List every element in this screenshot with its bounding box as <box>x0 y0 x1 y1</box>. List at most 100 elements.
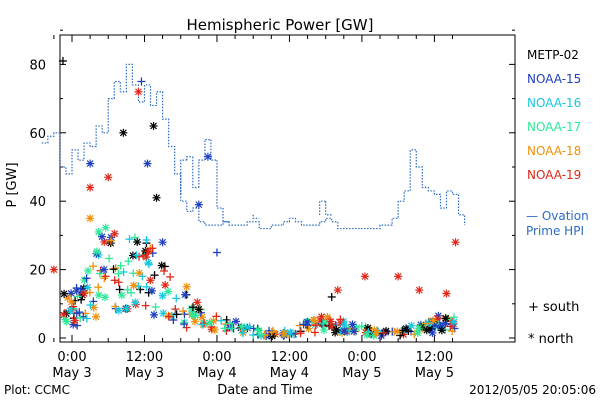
data-point-north <box>332 325 341 334</box>
data-point-south <box>172 294 181 303</box>
data-point-north <box>92 247 101 256</box>
data-point-north <box>286 328 295 337</box>
data-point-south <box>105 254 114 263</box>
x-tick-date-label: May 5 <box>342 366 381 381</box>
data-point-south <box>106 236 115 245</box>
data-point-north <box>86 183 95 192</box>
data-point-north <box>97 232 106 241</box>
data-point-south <box>238 328 247 337</box>
data-point-north <box>449 317 458 326</box>
data-point-north <box>451 238 460 247</box>
data-point-north <box>100 265 109 274</box>
data-point-south <box>160 262 169 271</box>
y-tick-label: 40 <box>29 195 46 210</box>
data-point-south <box>100 274 109 283</box>
data-point-north <box>193 298 202 307</box>
data-point-south <box>180 320 189 329</box>
data-point-north <box>91 312 100 321</box>
data-point-north <box>110 229 119 238</box>
data-point-north <box>135 268 144 277</box>
data-point-south <box>110 276 119 285</box>
ovation-legend-line1: — Ovation <box>526 209 589 223</box>
x-tick-time-label: 12:00 <box>126 350 163 365</box>
data-point-south <box>217 316 226 325</box>
legend-item-noaa-18: NOAA-18 <box>527 144 581 158</box>
y-axis-label: P [GW] <box>5 162 20 207</box>
data-point-north <box>437 326 446 335</box>
data-point-south <box>166 272 175 281</box>
data-point-north <box>414 324 423 333</box>
footer-plot-source: Plot: CCMC <box>4 383 70 397</box>
data-point-north <box>363 323 372 332</box>
x-tick-date-label: May 4 <box>197 366 236 381</box>
data-point-north <box>146 276 155 285</box>
data-point-north <box>143 159 152 168</box>
data-point-north <box>80 289 89 298</box>
data-point-south <box>279 329 288 338</box>
data-point-north <box>101 293 110 302</box>
data-point-south <box>82 274 91 283</box>
data-point-south <box>188 303 197 312</box>
x-axis-label: Date and Time <box>217 383 313 398</box>
data-point-north <box>441 314 450 323</box>
satellite-points <box>49 56 460 341</box>
data-point-south <box>296 329 305 338</box>
y-tick-label: 80 <box>29 58 46 73</box>
data-point-north <box>340 327 349 336</box>
data-point-north <box>309 315 318 324</box>
x-tick-date-label: May 3 <box>52 366 91 381</box>
data-point-south <box>95 269 104 278</box>
data-point-north <box>191 311 200 320</box>
y-tick-label: 0 <box>38 332 46 347</box>
data-point-south <box>94 283 103 292</box>
data-point-north <box>122 304 131 313</box>
footer-timestamp: 2012/05/05 20:05:06 <box>469 383 596 397</box>
data-point-north <box>422 326 431 335</box>
data-point-north <box>348 320 357 329</box>
data-point-north <box>129 281 138 290</box>
ovation-legend-line2: Prime HPI <box>526 224 584 238</box>
data-point-south <box>127 288 136 297</box>
data-point-north <box>304 324 313 333</box>
data-point-south <box>141 301 150 310</box>
legend-item-noaa-16: NOAA-16 <box>527 96 581 110</box>
data-point-north <box>84 266 93 275</box>
data-point-south <box>89 262 98 271</box>
data-point-south <box>310 328 319 337</box>
data-point-south <box>76 285 85 294</box>
legend-item-noaa-17: NOAA-17 <box>527 120 581 134</box>
data-point-north <box>149 121 158 130</box>
data-point-south <box>86 301 95 310</box>
data-point-south <box>69 302 78 311</box>
x-tick-time-label: 0:00 <box>202 350 231 365</box>
data-point-north <box>303 317 312 326</box>
y-tick-label: 20 <box>29 264 46 279</box>
data-point-north <box>393 327 402 336</box>
x-tick-time-label: 0:00 <box>347 350 376 365</box>
data-point-north <box>49 265 58 274</box>
data-point-north <box>340 321 349 330</box>
data-point-south <box>134 282 143 291</box>
data-point-south <box>116 261 125 270</box>
data-point-south <box>357 322 366 331</box>
data-point-north <box>61 315 70 324</box>
marker-legend-south: + south <box>528 300 579 315</box>
data-point-north <box>150 310 159 319</box>
data-point-south <box>132 251 141 260</box>
data-point-north <box>134 87 143 96</box>
data-point-north <box>442 289 451 298</box>
data-point-north <box>86 159 95 168</box>
data-point-south <box>198 320 207 329</box>
data-point-north <box>133 237 142 246</box>
legend-item-metp-02: METP-02 <box>527 48 579 62</box>
data-point-north <box>119 128 128 137</box>
chart-legend: METP-02 NOAA-15 NOAA-16 NOAA-17 NOAA-18 NOAA-… <box>527 48 581 182</box>
data-point-north <box>415 286 424 295</box>
data-point-north <box>161 281 170 290</box>
data-point-north <box>164 287 173 296</box>
data-point-south <box>75 308 84 317</box>
data-point-north <box>158 291 167 300</box>
data-point-north <box>231 317 240 326</box>
